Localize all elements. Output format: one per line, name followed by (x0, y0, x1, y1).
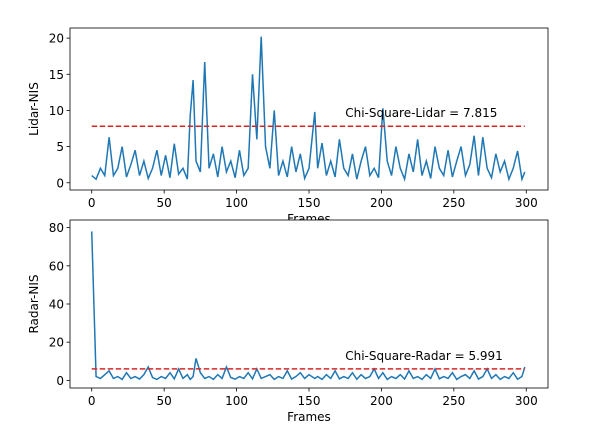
x-tick-label: 50 (157, 394, 172, 408)
axes-background (70, 220, 548, 388)
x-tick-label: 250 (442, 196, 465, 210)
y-tick-label: 10 (49, 104, 64, 118)
y-tick-label: 40 (49, 298, 64, 312)
x-tick-label: 200 (370, 394, 393, 408)
y-tick-label: 80 (49, 221, 64, 235)
data-line (91, 36, 526, 182)
annotation: Chi-Square-Radar = 5.991 (345, 349, 503, 363)
x-tick-label: 100 (225, 196, 248, 210)
x-tick-label: 50 (157, 196, 172, 210)
x-tick-label: 0 (88, 196, 96, 210)
x-tick-label: 150 (298, 394, 321, 408)
y-tick-label: 20 (49, 32, 64, 46)
y-tick-label: 5 (56, 140, 64, 154)
x-tick-label: 150 (298, 196, 321, 210)
y-tick-label: 60 (49, 259, 64, 273)
x-axis-label: Frames (287, 410, 331, 424)
x-tick-label: 0 (88, 394, 96, 408)
y-axis-label: Lidar-NIS (27, 82, 41, 136)
y-tick-label: 0 (56, 176, 64, 190)
data-line (90, 231, 526, 381)
x-tick-label: 200 (370, 196, 393, 210)
x-tick-label: 100 (225, 394, 248, 408)
annotation: Chi-Square-Lidar = 7.815 (345, 106, 497, 120)
x-tick-label: 250 (442, 394, 465, 408)
x-tick-label: 300 (515, 394, 538, 408)
y-tick-label: 0 (56, 374, 64, 388)
y-tick-label: 20 (49, 336, 64, 350)
x-tick-label: 300 (515, 196, 538, 210)
y-tick-label: 15 (49, 68, 64, 82)
y-axis-label: Radar-NIS (27, 274, 41, 333)
